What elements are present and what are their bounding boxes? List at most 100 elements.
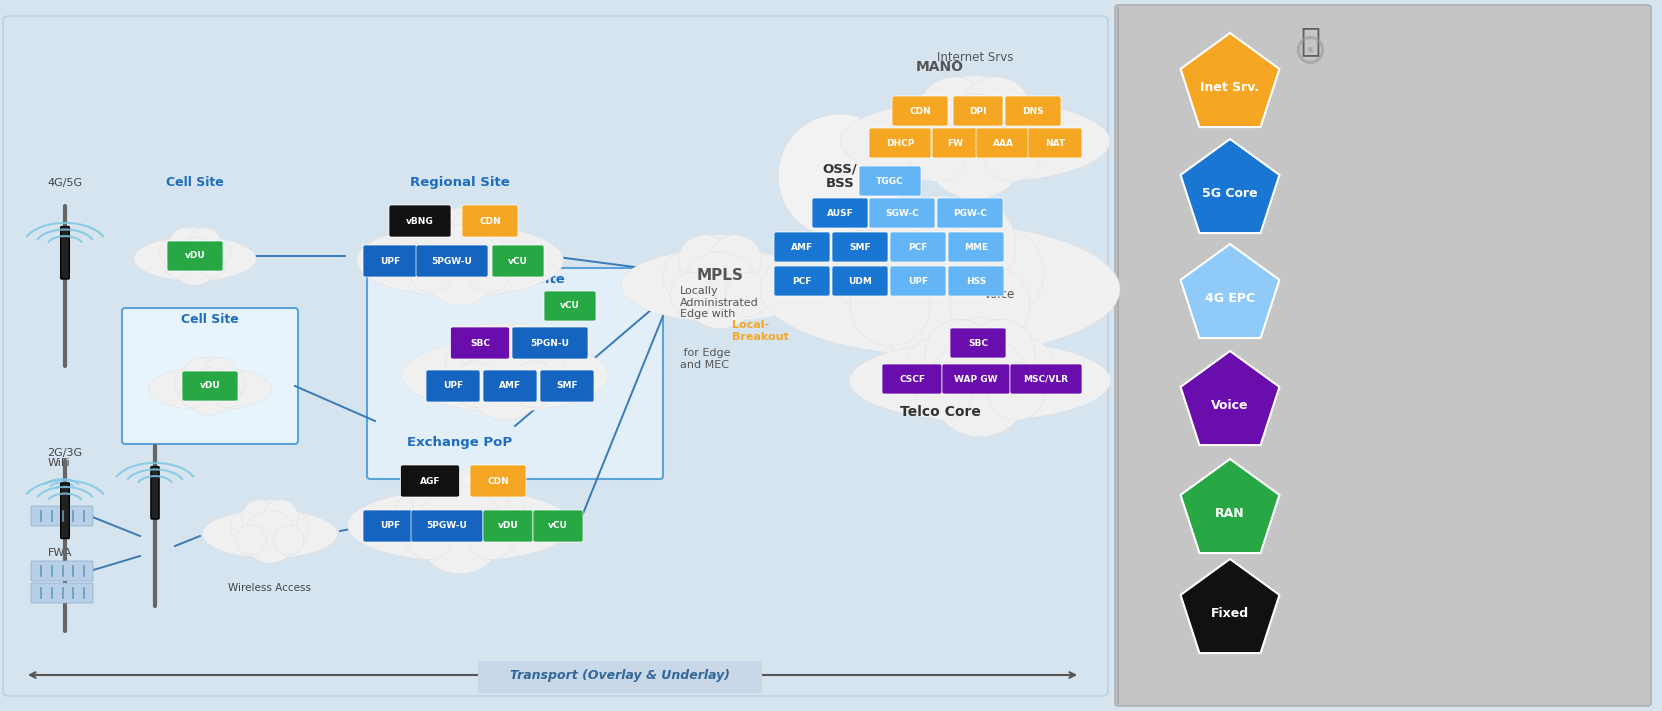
FancyBboxPatch shape	[540, 370, 593, 402]
Polygon shape	[1180, 351, 1280, 445]
FancyBboxPatch shape	[859, 166, 921, 196]
Circle shape	[917, 77, 991, 149]
Text: UPF: UPF	[444, 382, 464, 390]
FancyBboxPatch shape	[61, 483, 70, 538]
Circle shape	[189, 358, 231, 398]
Text: UPF: UPF	[381, 257, 401, 265]
Circle shape	[231, 510, 268, 546]
Text: for Edge
and MEC: for Edge and MEC	[680, 348, 731, 370]
Ellipse shape	[622, 250, 819, 321]
Circle shape	[165, 251, 191, 278]
Circle shape	[929, 336, 1030, 437]
Text: Cell Site: Cell Site	[181, 313, 239, 326]
Circle shape	[445, 339, 500, 394]
Text: SGW-C: SGW-C	[886, 208, 919, 218]
Circle shape	[836, 225, 932, 321]
Text: 5PGW-U: 5PGW-U	[432, 257, 472, 265]
Text: Regional Site: Regional Site	[465, 273, 565, 286]
FancyBboxPatch shape	[32, 506, 93, 526]
FancyBboxPatch shape	[952, 96, 1002, 126]
Circle shape	[396, 486, 455, 547]
Circle shape	[670, 272, 715, 316]
Text: UPF: UPF	[381, 521, 401, 530]
FancyBboxPatch shape	[121, 308, 297, 444]
Text: MPLS: MPLS	[696, 269, 743, 284]
FancyBboxPatch shape	[833, 232, 888, 262]
FancyBboxPatch shape	[416, 245, 489, 277]
Circle shape	[922, 94, 1027, 199]
Polygon shape	[1180, 244, 1280, 338]
Circle shape	[186, 368, 234, 415]
FancyBboxPatch shape	[61, 227, 70, 279]
Circle shape	[907, 122, 967, 182]
FancyBboxPatch shape	[401, 465, 459, 497]
Circle shape	[179, 380, 206, 408]
Text: CDN: CDN	[487, 476, 509, 486]
Circle shape	[465, 247, 512, 292]
Circle shape	[465, 486, 525, 547]
Text: UDM: UDM	[848, 277, 873, 286]
Circle shape	[416, 208, 472, 264]
Text: Cell Site: Cell Site	[166, 176, 224, 189]
Text: Telco Core: Telco Core	[899, 405, 981, 419]
FancyBboxPatch shape	[411, 510, 484, 542]
Text: PCF: PCF	[909, 242, 927, 252]
Text: 2G/3G: 2G/3G	[48, 448, 83, 458]
Text: CDN: CDN	[479, 217, 500, 225]
Circle shape	[961, 77, 1032, 149]
FancyBboxPatch shape	[883, 364, 942, 394]
FancyBboxPatch shape	[425, 370, 480, 402]
Circle shape	[274, 525, 304, 555]
Text: OSS/
BSS: OSS/ BSS	[823, 162, 858, 190]
Text: CSCF: CSCF	[899, 375, 926, 383]
Text: FW: FW	[947, 139, 962, 147]
Circle shape	[510, 339, 565, 394]
Circle shape	[401, 224, 455, 279]
FancyBboxPatch shape	[774, 232, 829, 262]
Circle shape	[420, 225, 500, 305]
Ellipse shape	[402, 339, 608, 412]
Circle shape	[263, 500, 299, 536]
Ellipse shape	[150, 367, 271, 411]
FancyBboxPatch shape	[892, 96, 947, 126]
Circle shape	[170, 228, 201, 260]
FancyBboxPatch shape	[833, 266, 888, 296]
FancyBboxPatch shape	[942, 364, 1010, 394]
Circle shape	[879, 196, 1001, 316]
Ellipse shape	[839, 100, 1110, 183]
FancyBboxPatch shape	[951, 328, 1006, 358]
Circle shape	[404, 510, 454, 560]
Circle shape	[467, 510, 517, 560]
Circle shape	[987, 362, 1045, 420]
Circle shape	[921, 197, 1015, 293]
FancyBboxPatch shape	[1010, 364, 1082, 394]
Circle shape	[710, 235, 761, 288]
FancyBboxPatch shape	[947, 232, 1004, 262]
Text: AGF: AGF	[420, 476, 440, 486]
Text: DPI: DPI	[969, 107, 987, 115]
Text: 👤: 👤	[1300, 24, 1320, 58]
Text: Fixed: Fixed	[1212, 607, 1250, 620]
Polygon shape	[1180, 559, 1280, 653]
Text: vBNG: vBNG	[406, 217, 434, 225]
Text: ⊙: ⊙	[1293, 30, 1328, 72]
Circle shape	[726, 272, 770, 316]
FancyBboxPatch shape	[543, 291, 597, 321]
Polygon shape	[1180, 459, 1280, 553]
Text: UPF: UPF	[907, 277, 927, 286]
Text: Voice: Voice	[1212, 399, 1248, 412]
Circle shape	[447, 471, 507, 531]
Text: SBC: SBC	[470, 338, 490, 348]
Circle shape	[686, 235, 753, 301]
Circle shape	[425, 208, 495, 277]
Circle shape	[931, 75, 1020, 165]
FancyBboxPatch shape	[512, 327, 588, 359]
FancyBboxPatch shape	[813, 198, 868, 228]
FancyBboxPatch shape	[389, 205, 450, 237]
Circle shape	[986, 336, 1055, 406]
Circle shape	[198, 251, 226, 278]
Text: WAP GW: WAP GW	[954, 375, 997, 383]
Text: Wireless Access: Wireless Access	[228, 583, 311, 593]
Circle shape	[203, 358, 236, 390]
Circle shape	[213, 367, 246, 400]
